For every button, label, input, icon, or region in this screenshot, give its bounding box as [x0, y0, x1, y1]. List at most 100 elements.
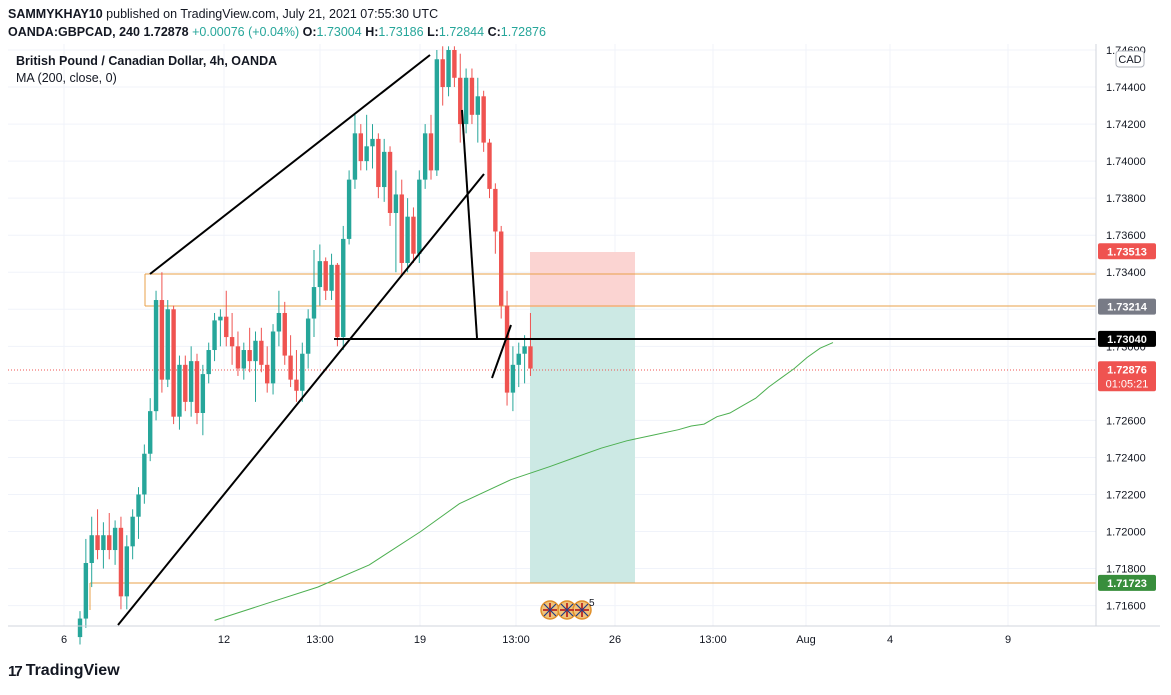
candle[interactable]	[481, 90, 486, 152]
price-axis[interactable]: 1.746001.744001.742001.740001.738001.736…	[1106, 45, 1146, 613]
candle[interactable]	[83, 538, 89, 628]
candle-body	[387, 151, 393, 213]
candle[interactable]	[335, 262, 340, 347]
candle[interactable]	[522, 335, 527, 384]
candle[interactable]	[387, 146, 393, 226]
candle-body	[358, 133, 363, 162]
take-profit-zone	[530, 307, 635, 583]
candle[interactable]	[417, 170, 422, 263]
candle[interactable]	[259, 327, 264, 373]
candle[interactable]	[487, 138, 492, 199]
candle[interactable]	[358, 124, 363, 171]
candle[interactable]	[382, 138, 387, 202]
candle[interactable]	[446, 46, 451, 97]
candle[interactable]	[300, 342, 305, 402]
candle[interactable]	[458, 53, 463, 143]
candle[interactable]	[352, 114, 358, 189]
candle[interactable]	[118, 516, 124, 610]
candle[interactable]	[305, 309, 311, 369]
candle[interactable]	[364, 114, 369, 171]
candle[interactable]	[171, 305, 176, 425]
candle[interactable]	[411, 207, 416, 263]
tradingview-logo[interactable]: 17 TradingView	[8, 662, 120, 680]
candle[interactable]	[270, 324, 276, 395]
candle[interactable]	[218, 309, 223, 347]
candle[interactable]	[452, 46, 457, 88]
candle[interactable]	[200, 364, 206, 436]
candle[interactable]	[516, 342, 521, 388]
candle[interactable]	[282, 301, 287, 365]
candle[interactable]	[370, 124, 375, 169]
candle[interactable]	[528, 312, 533, 376]
candle[interactable]	[317, 244, 323, 306]
candle[interactable]	[422, 124, 428, 189]
candle[interactable]	[235, 331, 241, 376]
candle[interactable]	[183, 355, 188, 412]
candle[interactable]	[112, 520, 118, 565]
price-label-bg	[1098, 243, 1156, 260]
time-tick-label: 13:00	[502, 634, 530, 646]
candle[interactable]	[329, 253, 334, 301]
candle[interactable]	[499, 225, 504, 319]
price-tick-label: 1.72200	[1106, 489, 1146, 501]
candle[interactable]	[469, 68, 475, 125]
candle-body	[323, 261, 328, 291]
candle[interactable]	[206, 342, 211, 384]
candle[interactable]	[153, 290, 159, 421]
price-label: 1.71723	[1098, 574, 1156, 591]
candle[interactable]	[311, 250, 317, 338]
candle[interactable]	[165, 300, 170, 388]
candle[interactable]	[124, 535, 129, 610]
candle[interactable]	[346, 170, 352, 245]
candle[interactable]	[247, 327, 252, 373]
candle[interactable]	[89, 516, 94, 588]
candle[interactable]	[77, 611, 83, 645]
candle-body	[282, 312, 287, 356]
candle-body	[305, 318, 311, 354]
candle[interactable]	[241, 342, 246, 380]
candle[interactable]	[475, 77, 480, 143]
candle[interactable]	[107, 513, 112, 560]
author-name[interactable]: SAMMYKHAY10	[8, 7, 103, 21]
candle[interactable]	[463, 68, 469, 134]
candle[interactable]	[130, 509, 135, 560]
moving-average-line	[214, 342, 834, 621]
candle[interactable]	[212, 312, 217, 362]
candle[interactable]	[136, 487, 141, 539]
candle[interactable]	[148, 398, 153, 462]
candle[interactable]	[434, 50, 440, 176]
candle[interactable]	[142, 444, 147, 504]
candle[interactable]	[194, 353, 200, 425]
candle[interactable]	[101, 522, 106, 569]
candle[interactable]	[224, 290, 229, 347]
candle-body	[259, 340, 264, 365]
candle[interactable]	[294, 350, 299, 402]
candle[interactable]	[428, 114, 434, 180]
candle[interactable]	[265, 346, 270, 393]
candle[interactable]	[440, 46, 445, 106]
candle[interactable]	[177, 355, 182, 430]
candle[interactable]	[288, 335, 293, 388]
candle[interactable]	[323, 257, 328, 301]
candle[interactable]	[341, 225, 346, 351]
candle[interactable]	[399, 179, 404, 276]
candle-body	[364, 146, 369, 162]
candle[interactable]	[493, 183, 498, 254]
candle[interactable]	[253, 331, 258, 402]
candle[interactable]	[405, 198, 410, 273]
quote-line: OANDA:GBPCAD, 240 1.72878 +0.00076 (+0.0…	[8, 23, 546, 41]
candle[interactable]	[188, 346, 194, 417]
candle-body	[212, 320, 217, 351]
candle[interactable]	[229, 312, 235, 365]
candle[interactable]	[393, 170, 399, 273]
candle[interactable]	[95, 509, 100, 560]
candle[interactable]	[504, 290, 510, 406]
candle[interactable]	[276, 290, 282, 347]
candle[interactable]	[510, 346, 516, 412]
time-axis[interactable]: 6 12 13:00 19 13:00 26 13:00 Aug 4 9	[61, 634, 1011, 646]
economic-events[interactable]: 5	[540, 598, 595, 620]
candle[interactable]	[159, 272, 165, 393]
candle[interactable]	[376, 133, 381, 199]
